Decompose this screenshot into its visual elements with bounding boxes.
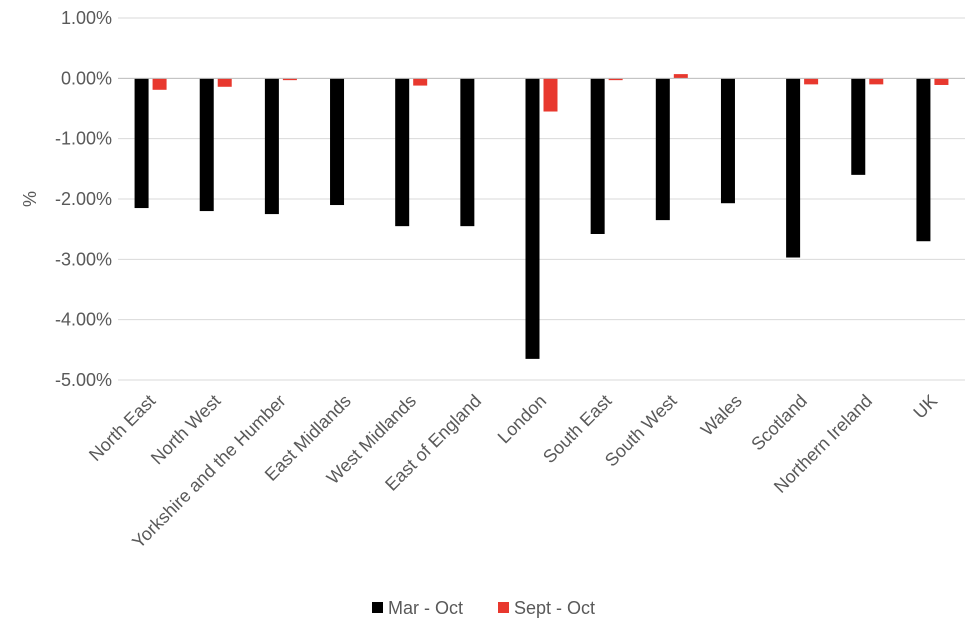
bar-mar-oct-east-midlands xyxy=(330,78,345,206)
bar-sept-oct-uk xyxy=(934,78,949,85)
y-tick-label: 0.00% xyxy=(61,68,112,88)
x-tick-label-uk: UK xyxy=(909,391,941,423)
x-tick-label-scotland: Scotland xyxy=(747,391,811,455)
legend-swatch-mar-oct xyxy=(372,602,383,613)
bar-sept-oct-south-west xyxy=(673,74,688,79)
legend-label-mar-oct: Mar - Oct xyxy=(388,598,463,618)
y-axis-title: % xyxy=(20,191,40,207)
bar-sept-oct-scotland xyxy=(804,78,819,85)
bar-mar-oct-london xyxy=(525,78,540,359)
bar-mar-oct-yorkshire-and-the-humber xyxy=(264,78,279,215)
bar-mar-oct-north-east xyxy=(134,78,149,209)
legend: Mar - Oct Sept - Oct xyxy=(372,598,595,618)
bar-mar-oct-west-midlands xyxy=(395,78,410,227)
bar-sept-oct-north-east xyxy=(152,78,167,90)
bar-mar-oct-east-of-england xyxy=(460,78,475,227)
y-tick-label: 1.00% xyxy=(61,8,112,28)
bar-mar-oct-wales xyxy=(720,78,735,204)
bar-sept-oct-west-midlands xyxy=(413,78,428,86)
y-tick-label: -2.00% xyxy=(55,189,112,209)
y-axis-tick-labels: 1.00% 0.00% -1.00% -2.00% -3.00% -4.00% -5.00% xyxy=(55,8,112,390)
x-tick-label-wales: Wales xyxy=(697,391,746,440)
legend-swatch-sept-oct xyxy=(498,602,509,613)
legend-label-sept-oct: Sept - Oct xyxy=(514,598,595,618)
bar-mar-oct-northern-ireland xyxy=(851,78,866,175)
bar-sept-oct-south-east xyxy=(608,78,623,81)
bar-sept-oct-yorkshire-and-the-humber xyxy=(282,78,297,81)
y-tick-label: -3.00% xyxy=(55,249,112,269)
bar-mar-oct-scotland xyxy=(786,78,801,258)
bar-sept-oct-london xyxy=(543,78,558,112)
bar-mar-oct-uk xyxy=(916,78,931,242)
bar-mar-oct-south-east xyxy=(590,78,605,234)
bars xyxy=(134,74,949,359)
bar-sept-oct-northern-ireland xyxy=(869,78,884,85)
bar-sept-oct-north-west xyxy=(217,78,232,87)
bar-mar-oct-south-west xyxy=(655,78,670,221)
bar-mar-oct-north-west xyxy=(199,78,214,212)
x-tick-label-london: London xyxy=(494,391,551,448)
y-tick-label: -1.00% xyxy=(55,129,112,149)
y-tick-label: -5.00% xyxy=(55,370,112,390)
gridlines xyxy=(118,17,965,381)
y-tick-label: -4.00% xyxy=(55,310,112,330)
